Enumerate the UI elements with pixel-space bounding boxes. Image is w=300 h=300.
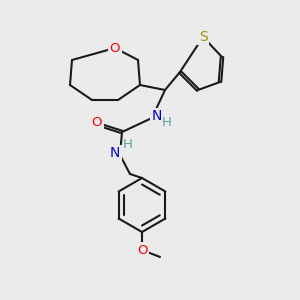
Text: N: N — [110, 146, 120, 160]
Text: H: H — [162, 116, 172, 128]
Text: O: O — [137, 244, 147, 256]
Text: N: N — [152, 109, 162, 123]
Text: O: O — [110, 41, 120, 55]
Text: O: O — [92, 116, 102, 130]
Text: H: H — [123, 139, 133, 152]
Text: S: S — [199, 30, 207, 44]
